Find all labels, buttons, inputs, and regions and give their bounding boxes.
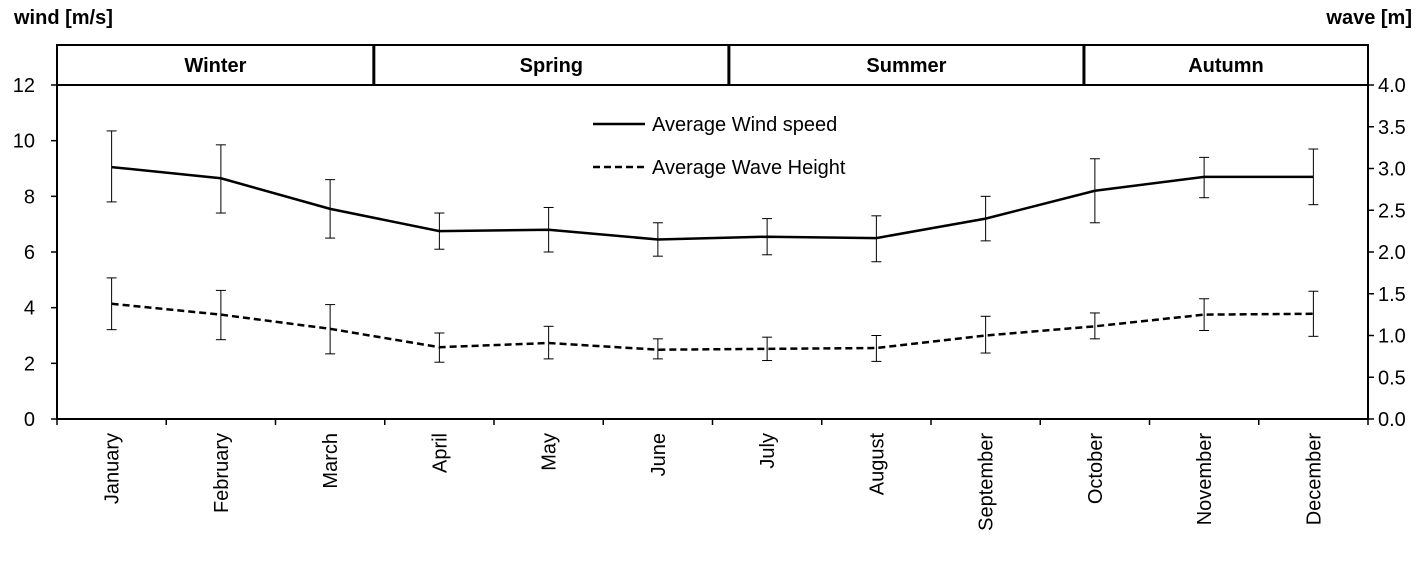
legend: Average Wind speed Average Wave Height (593, 114, 846, 179)
x-tick-label: March (320, 433, 342, 489)
right-tick-label: 4.0 (1378, 75, 1406, 97)
left-tick-label: 6 (24, 242, 35, 264)
right-tick-label: 2.5 (1378, 200, 1406, 222)
series-line (111, 302, 1314, 351)
legend-label: Average Wind speed (652, 114, 837, 136)
x-tick-label: April (429, 433, 451, 473)
left-tick-label: 8 (24, 186, 35, 208)
x-tick-label: May (539, 433, 561, 471)
legend-label: Average Wave Height (652, 157, 846, 179)
x-tick-label: September (976, 433, 998, 531)
right-tick-label: 0.5 (1378, 367, 1406, 389)
left-tick-label: 10 (13, 131, 35, 153)
right-tick-label: 3.5 (1378, 117, 1406, 139)
left-tick-label: 0 (24, 409, 35, 431)
left-axis-label: wind [m/s] (13, 7, 113, 29)
x-tick-label: December (1303, 433, 1325, 526)
axes: 0 2 4 6 8 10 12 0.0 0.5 1.0 1.5 2.0 2.5 3.0 3.5 4.0 Janu… (13, 75, 1406, 531)
right-tick-label: 1.5 (1378, 284, 1406, 306)
right-tick-label: 2.0 (1378, 242, 1406, 264)
series-wind-speed (106, 130, 1319, 263)
x-tick-label: February (211, 433, 233, 513)
right-tick-label: 3.0 (1378, 159, 1406, 181)
series-layer (106, 130, 1319, 363)
season-label-autumn: Autumn (1188, 55, 1264, 77)
left-tick-label: 2 (24, 353, 35, 375)
x-tick-label: November (1194, 433, 1216, 526)
season-bar: Winter Spring Summer Autumn (56, 44, 1369, 86)
right-axis-label: wave [m] (1325, 7, 1412, 29)
x-tick-label: January (102, 433, 124, 504)
left-tick-label: 12 (13, 75, 35, 97)
x-tick-label: October (1085, 433, 1107, 504)
left-tick-label: 4 (24, 298, 35, 320)
season-bar-frame (56, 44, 1369, 86)
right-tick-label: 1.0 (1378, 326, 1406, 348)
season-label-spring: Spring (520, 55, 583, 77)
season-label-summer: Summer (866, 55, 946, 77)
series-line (111, 165, 1314, 241)
x-tick-label: July (757, 433, 779, 469)
series-wave-height (106, 277, 1319, 363)
right-tick-label: 0.0 (1378, 409, 1406, 431)
x-tick-label: August (866, 433, 888, 496)
x-tick-label: June (648, 433, 670, 476)
season-label-winter: Winter (184, 55, 246, 77)
